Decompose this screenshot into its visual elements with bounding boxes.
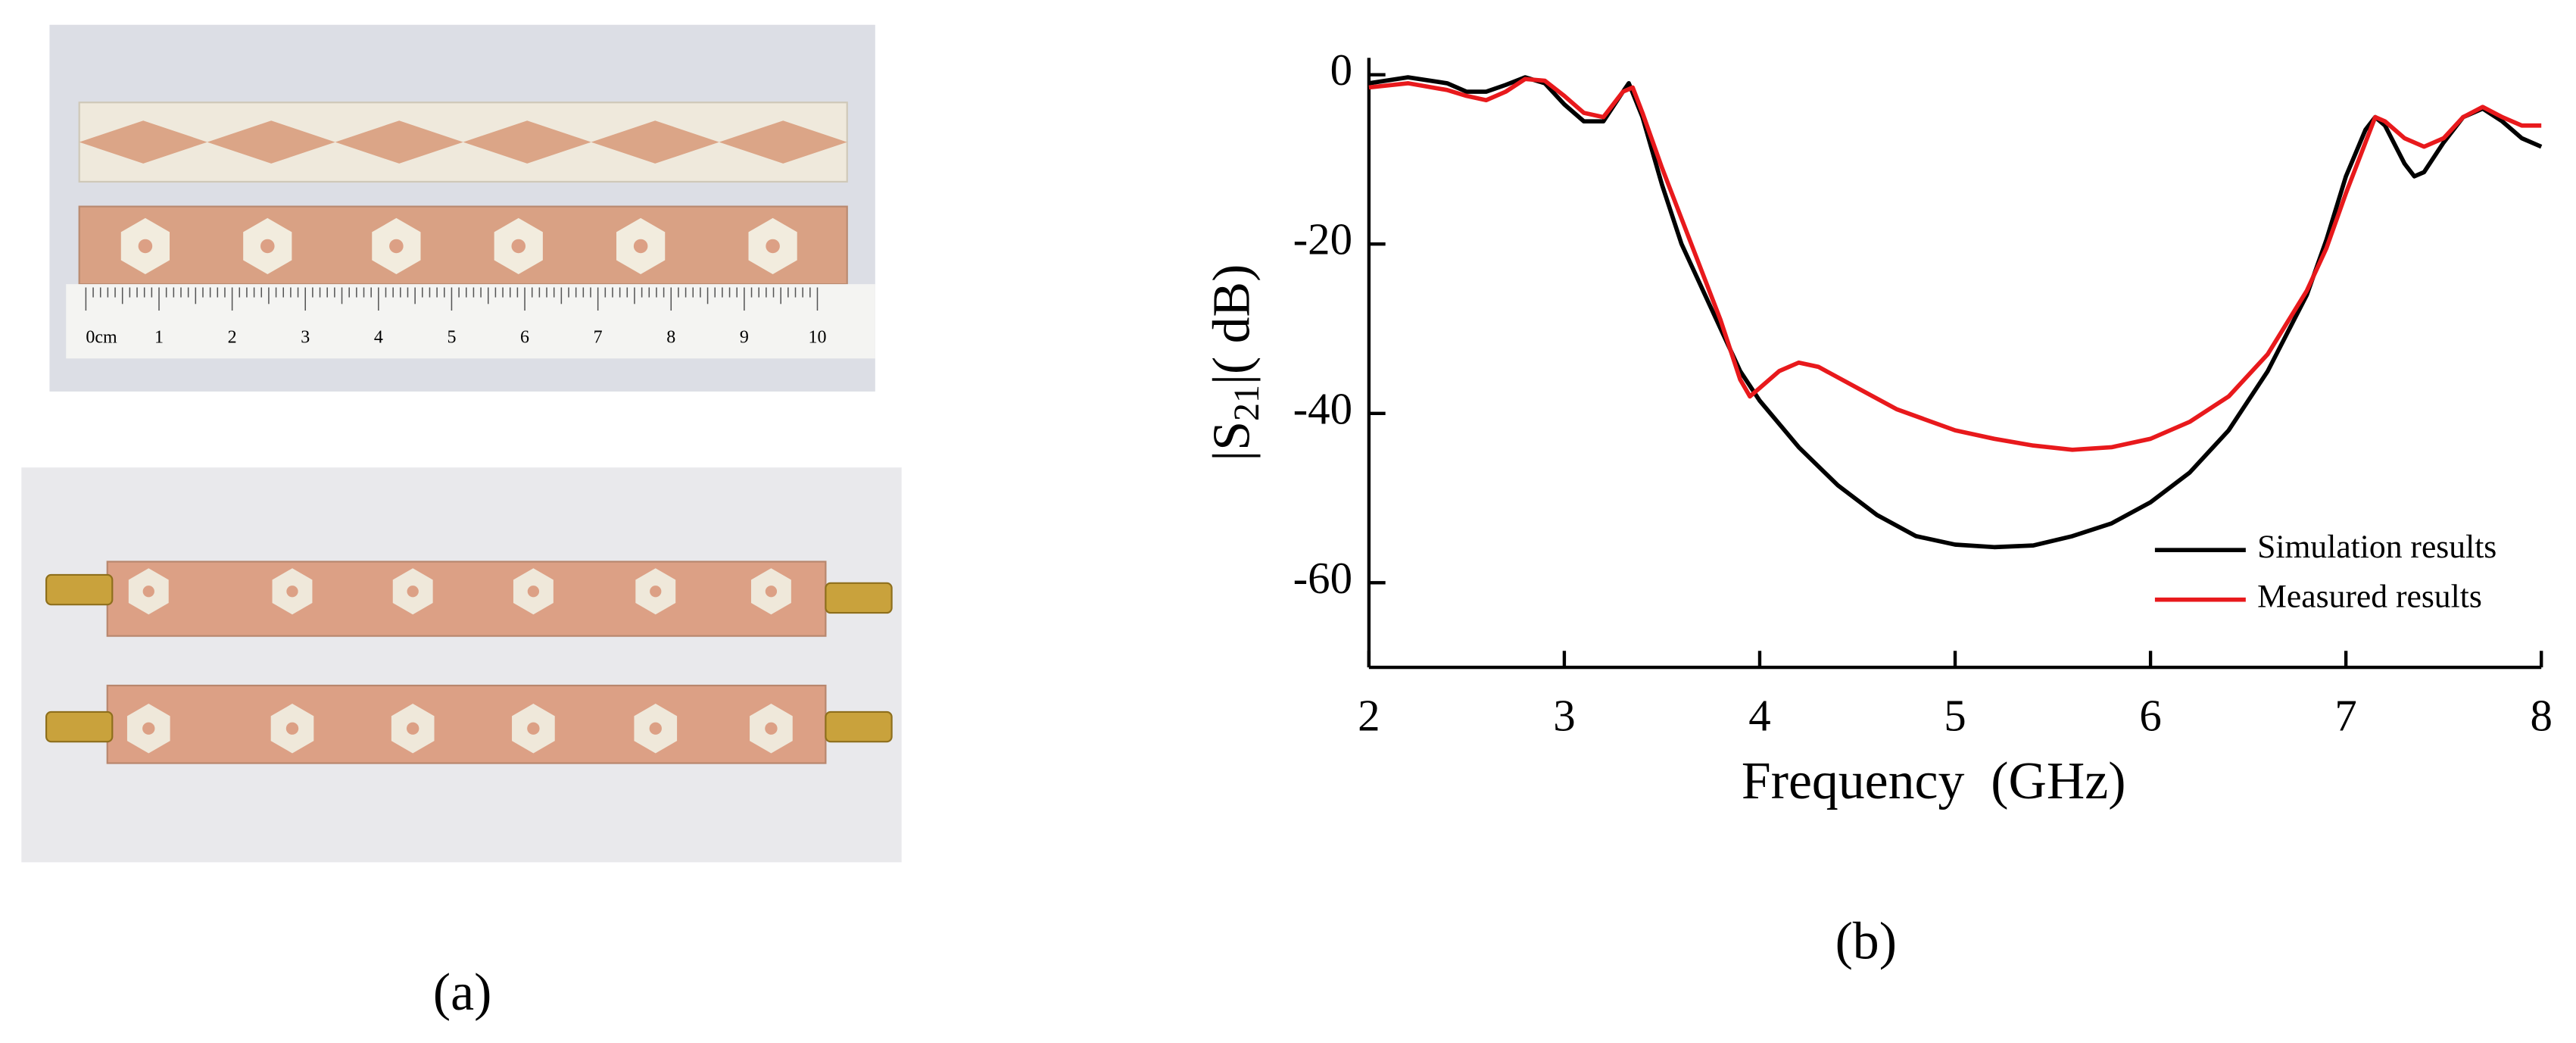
sma-connector xyxy=(45,573,114,606)
hexagon-hole xyxy=(407,722,419,735)
panel-label: (b) xyxy=(1835,913,1897,971)
board xyxy=(106,561,827,637)
y-axis-label-part: |( dB) xyxy=(1202,264,1261,385)
hexagon-hole xyxy=(633,239,648,254)
ruler-label: 1 xyxy=(154,328,164,348)
ruler-label: 2 xyxy=(228,328,237,348)
hexagon-hole xyxy=(142,722,155,735)
x-tick-label: 5 xyxy=(1944,691,1966,740)
ruler-label: 8 xyxy=(666,328,675,348)
ruler xyxy=(66,284,875,359)
hexagon-hole xyxy=(260,239,275,254)
hexagon-hole xyxy=(766,239,780,254)
y-axis-label: |S21|( dB) xyxy=(1202,264,1266,461)
x-tick-label: 4 xyxy=(1748,691,1770,740)
hexagon-hole xyxy=(142,586,154,598)
ruler-label: 5 xyxy=(447,328,456,348)
y-tick-label: -20 xyxy=(1293,215,1352,264)
hexagon-hole xyxy=(407,586,419,598)
photo-bottom-background xyxy=(21,467,902,863)
series-line xyxy=(1368,77,2542,452)
chart: 0 -20 -40 -60 2 3 4 5 6 7 8 Frequency (GHz) |S21|( d… xyxy=(1202,45,2553,810)
ruler-label: 9 xyxy=(740,328,749,348)
hexagon-hole xyxy=(527,722,540,735)
ruler-label: 10 xyxy=(808,328,826,348)
y-axis-label-part: 21 xyxy=(1227,385,1267,421)
hexagon-hole xyxy=(286,586,298,598)
hexagon-hole xyxy=(765,722,778,735)
ruler-label: 0cm xyxy=(86,328,117,348)
hexagon-hole xyxy=(650,586,662,598)
ruler-label: 3 xyxy=(301,328,310,348)
ruler-label: 6 xyxy=(520,328,529,348)
ruler-label: 7 xyxy=(594,328,603,348)
hexagon-hole xyxy=(527,586,540,598)
strip-hexagon xyxy=(78,205,848,286)
x-tick-label: 3 xyxy=(1553,691,1575,740)
sma-connector xyxy=(825,710,893,743)
hexagon-hole xyxy=(285,722,299,735)
x-tick-label: 7 xyxy=(2334,691,2356,740)
hexagon-hole xyxy=(389,239,404,254)
sma-connector xyxy=(825,582,893,614)
hexagon-hole xyxy=(138,239,153,254)
x-tick-label: 6 xyxy=(2139,691,2161,740)
hexagon-hole xyxy=(511,239,526,254)
series-line xyxy=(1368,75,2543,550)
y-axis-label-part: |S xyxy=(1202,421,1261,461)
board xyxy=(106,684,827,764)
panel-label: (a) xyxy=(433,963,491,1022)
y-tick-label: -60 xyxy=(1293,554,1352,603)
legend-label: Simulation results xyxy=(2257,529,2496,565)
legend-label: Measured results xyxy=(2257,579,2482,615)
photo-shapes: 0cm 1 2 3 4 5 6 7 8 9 10 xyxy=(45,120,893,754)
sma-connector xyxy=(45,710,114,743)
x-tick-label: 2 xyxy=(1358,691,1380,740)
y-tick-label: 0 xyxy=(1330,45,1352,95)
ruler-label: 4 xyxy=(374,328,383,348)
hexagon-hole xyxy=(765,586,778,598)
x-tick-label: 8 xyxy=(2530,691,2552,740)
hexagon-hole xyxy=(649,722,662,735)
x-axis-label: Frequency (GHz) xyxy=(1742,752,2126,810)
y-tick-label: -40 xyxy=(1293,384,1352,433)
